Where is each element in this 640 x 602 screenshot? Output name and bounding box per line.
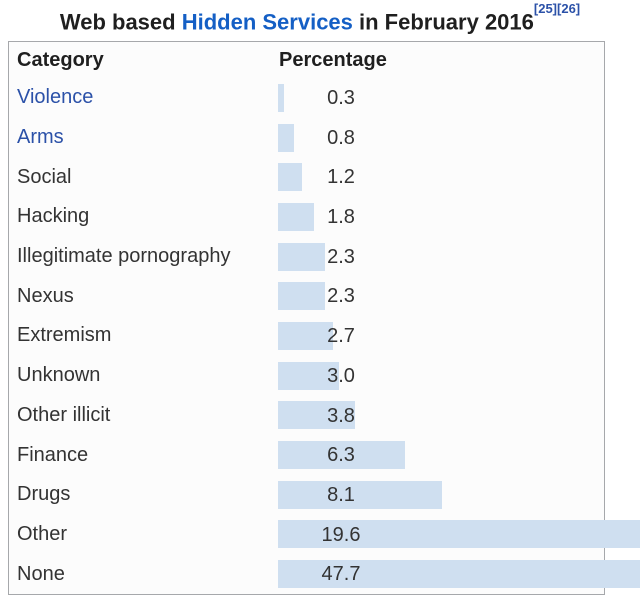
table-row: None 47.7: [9, 554, 640, 594]
category-cell: None: [9, 554, 278, 594]
percentage-bar: [278, 242, 325, 271]
percentage-cell: 1.2: [278, 157, 604, 197]
category-cell: Nexus: [9, 276, 278, 316]
chart-title: Web based Hidden Services in February 20…: [0, 1, 640, 36]
category-cell: Other: [9, 515, 278, 555]
table-row: Arms 0.8: [9, 118, 604, 158]
percentage-bar: [278, 123, 295, 152]
row-category-label: Other: [17, 522, 68, 545]
percentage-cell: 3.8: [278, 396, 604, 436]
percentage-cell: 0.8: [278, 118, 604, 158]
table-row: Social 1.2: [9, 157, 604, 197]
table-row: Unknown 3.0: [9, 356, 604, 396]
row-category-label: Other illicit: [17, 403, 111, 426]
category-cell: Other illicit: [9, 396, 278, 436]
percentage-value: 0.3: [327, 87, 355, 109]
percentage-value: 3.8: [327, 404, 355, 427]
table-row: Other 19.6: [9, 515, 640, 555]
row-category-label: Unknown: [17, 364, 101, 387]
percentage-bar: [278, 560, 640, 589]
title-prefix: Web based: [59, 9, 182, 35]
percentage-cell: 2.3: [278, 276, 604, 316]
percentage-cell: 47.7: [278, 554, 640, 594]
percentage-value: 2.7: [327, 325, 355, 348]
citation-25-link[interactable]: [25]: [533, 1, 558, 16]
category-cell: Hacking: [9, 197, 278, 237]
table-row: Finance 6.3: [9, 435, 604, 475]
table-row: Hacking 1.8: [9, 197, 604, 237]
row-category-label: Extremism: [17, 324, 112, 347]
percentage-value: 6.3: [327, 444, 355, 467]
percentage-value: 0.8: [327, 126, 355, 149]
table-row: Illegitimate pornography 2.3: [9, 237, 604, 277]
percentage-bar: [278, 361, 339, 390]
percentage-bar: [278, 163, 303, 192]
title-suffix: in February 2016: [352, 9, 534, 35]
category-cell: Extremism: [9, 316, 278, 356]
percentage-bar: [278, 441, 406, 470]
percentage-value: 2.3: [327, 245, 355, 268]
table-row: Extremism 2.7: [9, 316, 604, 356]
percentage-cell: 8.1: [278, 475, 604, 515]
percentage-cell: 6.3: [278, 435, 604, 475]
table-row: Drugs 8.1: [9, 475, 604, 515]
citation-26-link[interactable]: [26]: [557, 1, 581, 16]
category-cell: Drugs: [9, 475, 278, 515]
percentage-cell: 19.6: [278, 515, 640, 555]
row-category-label: None: [17, 562, 65, 585]
percentage-value: 3.0: [327, 364, 355, 387]
category-cell: Finance: [9, 435, 278, 475]
percentage-bar: [278, 282, 325, 311]
percentage-value: 1.2: [327, 166, 355, 189]
percentage-cell: 1.8: [278, 197, 604, 237]
percentage-cell: 2.3: [278, 237, 604, 277]
percentage-cell: 0.3: [278, 78, 604, 118]
percentage-value: 47.7: [321, 563, 361, 586]
percentage-cell: 2.7: [278, 316, 604, 356]
table-header-row: Category Percentage: [9, 42, 604, 78]
category-cell: Illegitimate pornography: [9, 237, 278, 277]
percentage-bar: [278, 480, 442, 509]
table-row: Violence 0.3: [9, 78, 604, 118]
percentage-value: 19.6: [321, 523, 361, 546]
percentage-cell: 3.0: [278, 356, 604, 396]
percentage-value: 1.8: [327, 206, 355, 229]
percentage-value: 8.1: [327, 483, 355, 506]
column-header-percentage: Percentage: [279, 48, 387, 71]
row-category-label[interactable]: Arms: [17, 126, 64, 149]
row-category-label: Illegitimate pornography: [17, 245, 231, 268]
table-row: Other illicit 3.8: [9, 396, 604, 436]
hidden-services-table: Category Percentage Violence 0.3 Arms 0.…: [8, 41, 640, 595]
category-cell: Unknown: [9, 356, 278, 396]
percentage-bar: [278, 321, 333, 350]
percentage-bar: [278, 202, 315, 231]
table-row: Nexus 2.3: [9, 276, 604, 316]
percentage-value: 2.3: [327, 285, 355, 308]
column-header-category: Category: [17, 48, 104, 71]
category-cell: Violence: [9, 78, 278, 118]
category-cell: Social: [9, 157, 278, 197]
percentage-bar: [278, 520, 640, 549]
percentage-bar: [278, 83, 285, 112]
row-category-label: Nexus: [17, 284, 74, 307]
hidden-services-link[interactable]: Hidden Services: [181, 9, 353, 35]
row-category-label: Hacking: [17, 205, 90, 228]
table-body: Violence 0.3 Arms 0.8 Social 1.2 Hacking: [9, 78, 640, 594]
row-category-label: Social: [17, 165, 72, 188]
category-cell: Arms: [9, 118, 278, 158]
row-category-label: Drugs: [17, 483, 71, 506]
percentage-bar: [278, 401, 355, 430]
row-category-label[interactable]: Violence: [17, 86, 94, 109]
row-category-label: Finance: [17, 443, 89, 466]
